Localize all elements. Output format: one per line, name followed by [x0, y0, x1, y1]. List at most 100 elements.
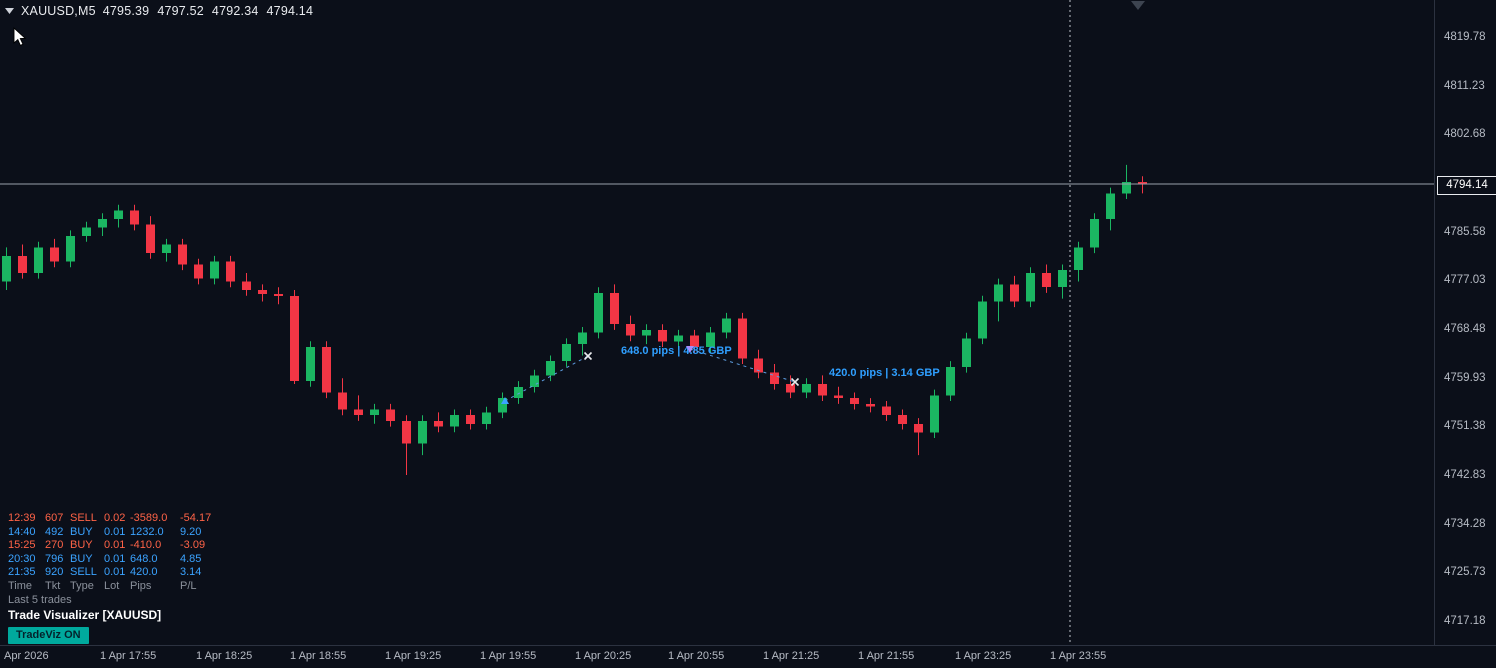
candle	[418, 415, 427, 456]
chart-shift-marker[interactable]	[1131, 1, 1145, 10]
price-axis-label: 4759.93	[1444, 371, 1486, 384]
trade-type-cell: BUY	[70, 552, 93, 565]
time-axis[interactable]: Apr 2026 1 Apr 17:55 1 Apr 18:25 1 Apr 18:5…	[0, 645, 1496, 668]
trade-header-pips: Pips	[130, 579, 152, 592]
candlestick-chart[interactable]: 648.0 pips | 4.85 GBP 420.0 pips | 3.14 G…	[0, 0, 1434, 645]
time-axis-label: 1 Apr 20:25	[575, 650, 632, 662]
trade-exit-marker	[583, 351, 593, 361]
candle	[706, 327, 715, 353]
candle	[98, 213, 107, 237]
trade-tkt-cell: 796	[45, 552, 64, 565]
trade-time-cell: 14:40	[8, 525, 36, 538]
candle	[18, 244, 27, 279]
ohlc-values: 4795.39 4797.52 4792.34 4794.14	[103, 4, 313, 18]
candle	[770, 364, 779, 390]
buy-entry-marker	[501, 397, 509, 404]
candle	[530, 369, 539, 393]
candle	[626, 315, 635, 342]
candle	[1026, 267, 1035, 308]
trade-lot-cell: 0.01	[104, 539, 126, 552]
time-axis-label: 1 Apr 18:25	[196, 650, 253, 662]
candle	[306, 341, 315, 387]
candle	[690, 329, 699, 353]
candle	[1042, 264, 1051, 293]
chart-region[interactable]: 648.0 pips | 4.85 GBP 420.0 pips | 3.14 G…	[0, 0, 1434, 645]
trade-time-cell: 20:30	[8, 552, 36, 565]
candle	[1010, 275, 1019, 308]
price-axis-label: 4785.58	[1444, 225, 1486, 238]
sell-entry-marker	[686, 346, 694, 353]
time-axis-label: 1 Apr 21:25	[763, 650, 820, 662]
candle	[1074, 241, 1083, 282]
price-axis-label: 4717.18	[1444, 614, 1486, 627]
trade-header-lot: Lot	[104, 579, 120, 592]
candle	[34, 241, 43, 279]
candle	[226, 255, 235, 288]
candle	[818, 375, 827, 402]
candle	[610, 284, 619, 330]
candle	[722, 312, 731, 339]
trade-pips-label: 648.0 pips | 4.85 GBP	[621, 345, 732, 357]
trade-time-cell: 21:35	[8, 566, 36, 579]
trade-connector-line	[504, 355, 589, 402]
trade-pl-cell: -3.09	[180, 539, 206, 552]
time-axis-label: 1 Apr 18:55	[290, 650, 347, 662]
candle	[1138, 176, 1147, 194]
candle	[290, 290, 299, 384]
candle	[194, 258, 203, 285]
candle	[674, 329, 683, 350]
trade-visualizer-panel: 12:39 607 SELL 0.02 -3589.0 -54.17 14:40 492 BUY…	[8, 512, 226, 645]
candle	[242, 272, 251, 296]
trade-time-cell: 15:25	[8, 539, 36, 552]
candle	[482, 406, 491, 430]
candle	[1122, 164, 1131, 200]
candle	[786, 375, 795, 399]
candle	[882, 401, 891, 421]
trade-count-label: Last 5 trades	[8, 593, 72, 606]
candle	[978, 295, 987, 345]
time-axis-label: 1 Apr 17:55	[100, 650, 157, 662]
candle	[50, 238, 59, 268]
candle	[546, 355, 555, 382]
candle	[802, 378, 811, 399]
mouse-cursor	[13, 27, 27, 46]
trade-pips-cell: -410.0	[130, 539, 162, 552]
price-axis[interactable]: 4794.14 4819.78 4811.23 4802.68 4785.58 4777…	[1434, 0, 1496, 645]
trade-type-cell: BUY	[70, 539, 93, 552]
trade-pips-label: 420.0 pips | 3.14 GBP	[829, 367, 940, 379]
trade-pl-cell: 4.85	[180, 552, 202, 565]
trade-pips-cell: 420.0	[130, 566, 158, 579]
time-axis-label: 1 Apr 19:55	[480, 650, 537, 662]
candle	[914, 418, 923, 456]
trade-header-tkt: Tkt	[45, 579, 61, 592]
candle	[930, 389, 939, 439]
trade-header-time: Time	[8, 579, 33, 592]
indicator-title: Trade Visualizer [XAUUSD]	[8, 608, 162, 623]
candle	[562, 338, 571, 367]
trade-tkt-cell: 607	[45, 512, 64, 524]
candle	[834, 386, 843, 404]
ohlc-close: 4794.14	[266, 4, 314, 18]
candle	[450, 409, 459, 433]
trade-history-row: 20:30 796 BUY 0.01 648.0 4.85	[8, 553, 226, 567]
time-axis-label: Apr 2026	[4, 650, 49, 662]
ohlc-high: 4797.52	[157, 4, 204, 18]
one-click-trading-toggle[interactable]	[5, 8, 14, 14]
candle	[114, 204, 123, 228]
time-axis-label: 1 Apr 21:55	[858, 650, 915, 662]
candle	[850, 392, 859, 410]
candle	[514, 381, 523, 404]
time-axis-label: 1 Apr 20:55	[668, 650, 725, 662]
trade-pips-cell: -3589.0	[130, 512, 168, 524]
trade-lot-cell: 0.01	[104, 566, 126, 579]
trade-pl-cell: 9.20	[180, 525, 202, 538]
price-axis-label: 4742.83	[1444, 468, 1486, 481]
candle	[578, 327, 587, 356]
trade-type-cell: SELL	[70, 566, 97, 579]
time-axis-label: 1 Apr 23:25	[955, 650, 1012, 662]
trade-history-rows: 12:39 607 SELL 0.02 -3589.0 -54.17 14:40 492 BUY…	[8, 512, 226, 580]
candle	[594, 287, 603, 339]
candle	[370, 403, 379, 424]
tradeviz-toggle-button[interactable]: TradeViz ON	[8, 627, 89, 645]
